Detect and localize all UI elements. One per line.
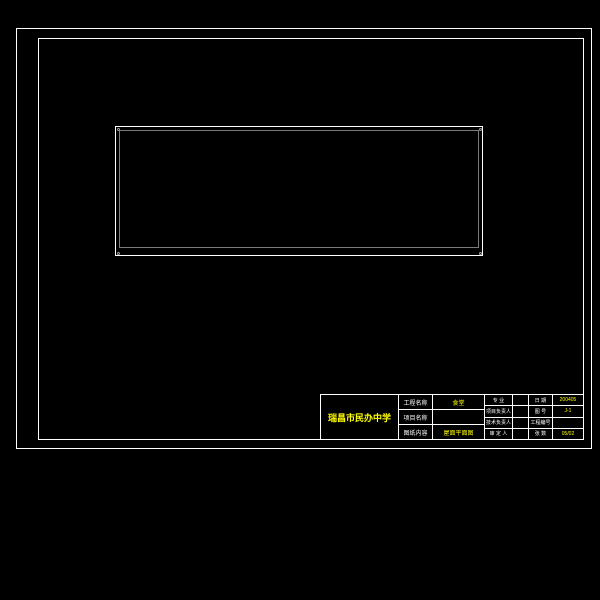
- roof-plan-inner-line: [119, 130, 479, 248]
- label-drawing-content: 图纸内容: [399, 425, 433, 439]
- title-row-sm: 项目负责人 图 号 J-1: [485, 406, 583, 417]
- value-tech: [513, 418, 529, 428]
- value-proj-no: [553, 418, 583, 428]
- title-block: 瑞昌市民办中学 工程名称 食堂 项目名称 图纸内容 屋面平面图 专 业 日 期 …: [320, 394, 584, 440]
- label-project-name: 工程名称: [399, 395, 433, 409]
- title-row-sm: 专 业 日 期 200405: [485, 395, 583, 406]
- value-pm: [513, 406, 529, 416]
- title-row-sm: 审 定 人 张 数 05/02: [485, 429, 583, 439]
- value-sheets: 05/02: [553, 429, 583, 439]
- title-block-mid: 工程名称 食堂 项目名称 图纸内容 屋面平面图: [399, 395, 485, 439]
- label-dwg-no: 图 号: [529, 406, 553, 416]
- value-project-name: 食堂: [433, 395, 484, 409]
- label-date: 日 期: [529, 395, 553, 405]
- label-approver: 审 定 人: [485, 429, 513, 439]
- value-item-name: [433, 410, 484, 424]
- label-proj-no: 工程编号: [529, 418, 553, 428]
- org-name: 瑞昌市民办中学: [328, 411, 391, 424]
- label-sheets: 张 数: [529, 429, 553, 439]
- label-pm: 项目负责人: [485, 406, 513, 416]
- title-row: 项目名称: [399, 410, 484, 425]
- value-drawing-content: 屋面平面图: [433, 425, 484, 439]
- title-row: 工程名称 食堂: [399, 395, 484, 410]
- title-block-right: 专 业 日 期 200405 项目负责人 图 号 J-1 技术负责人 工程编号 …: [485, 395, 583, 439]
- label-discipline: 专 业: [485, 395, 513, 405]
- title-row-sm: 技术负责人 工程编号: [485, 418, 583, 429]
- title-row: 图纸内容 屋面平面图: [399, 425, 484, 439]
- value-dwg-no: J-1: [553, 406, 583, 416]
- corner-marker: [479, 252, 482, 255]
- corner-marker: [117, 252, 120, 255]
- title-block-org: 瑞昌市民办中学: [321, 395, 399, 439]
- value-approver: [513, 429, 529, 439]
- label-tech: 技术负责人: [485, 418, 513, 428]
- label-item-name: 项目名称: [399, 410, 433, 424]
- value-discipline: [513, 395, 529, 405]
- value-date: 200405: [553, 395, 583, 405]
- corner-marker: [117, 128, 120, 131]
- corner-marker: [479, 128, 482, 131]
